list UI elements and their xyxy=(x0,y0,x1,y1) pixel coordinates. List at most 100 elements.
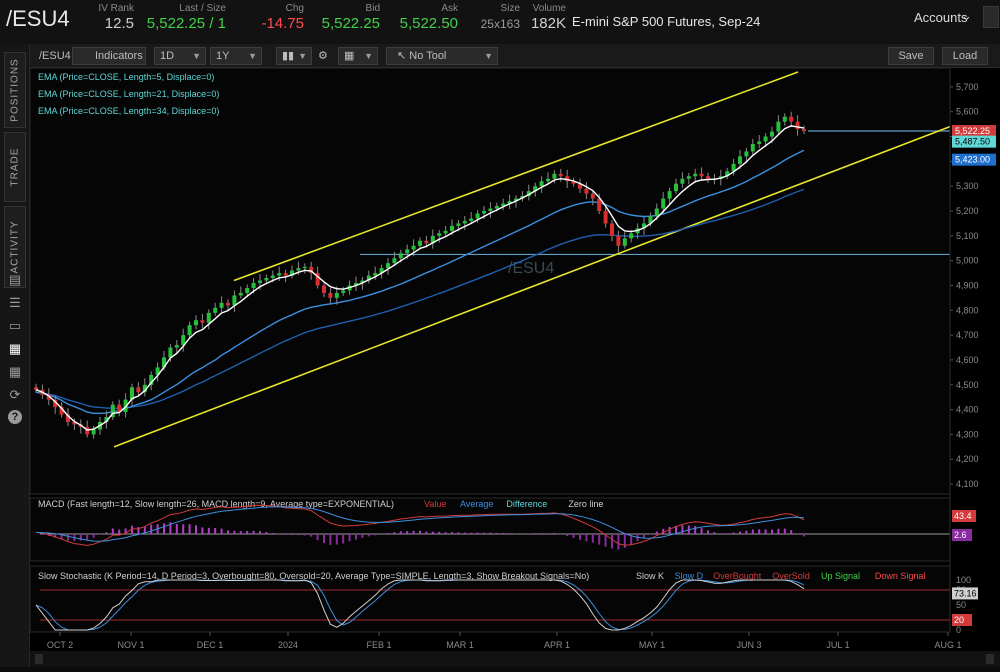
candle-body xyxy=(437,233,442,236)
gear-icon[interactable]: ⚙ xyxy=(316,47,330,65)
range-select[interactable]: 1Y ▼ xyxy=(210,47,262,65)
chart-icon[interactable]: ▦ xyxy=(8,341,22,356)
history-icon[interactable]: ⟳ xyxy=(9,387,21,402)
candle-body xyxy=(686,176,691,179)
candle-body xyxy=(110,404,115,418)
macd-legend-item: Zero line xyxy=(568,499,603,509)
candle-body xyxy=(680,178,685,184)
candle-body xyxy=(430,235,435,244)
ema5-line xyxy=(35,125,805,431)
stoch-legend-item: Slow D xyxy=(675,571,704,581)
candle-body xyxy=(795,121,800,130)
candle-body xyxy=(597,198,602,212)
candle-body xyxy=(725,171,730,177)
macd-value-line xyxy=(35,504,805,547)
scroll-right-arrow xyxy=(986,654,994,664)
ema-legend-label: EMA (Price=CLOSE, Length=21, Displace=0) xyxy=(38,89,219,99)
candle-body xyxy=(379,268,384,274)
timeframe-select[interactable]: 1D ▼ xyxy=(154,47,206,65)
stoch-legend-item: Up Signal xyxy=(821,571,860,581)
tab-activity[interactable]: ACTIVITY xyxy=(4,206,26,288)
studies-icon: ▦ xyxy=(344,50,355,62)
price-chart[interactable]: 4,100 4,200 4,300 4,400 4,500 4,600 4,700 4,800… xyxy=(29,67,1000,667)
stoch-axis-label: 0 xyxy=(956,625,961,635)
candle-body xyxy=(117,404,122,413)
load-button[interactable]: Load xyxy=(942,47,988,65)
candle-body xyxy=(731,163,736,172)
price-tag xyxy=(952,153,996,166)
candle-body xyxy=(590,193,595,199)
candle-body xyxy=(533,186,538,192)
tab-positions[interactable]: POSITIONS xyxy=(4,52,26,128)
candle-body xyxy=(181,335,186,346)
stat-value: 5,522.50 xyxy=(399,15,458,32)
x-tick-label: NOV 1 xyxy=(117,640,144,650)
stat-value: 182K xyxy=(530,15,566,32)
candle-body xyxy=(341,290,346,293)
save-button[interactable]: Save xyxy=(888,47,934,65)
candle-body xyxy=(418,240,422,246)
candle-body xyxy=(360,280,365,283)
stat-label: Size xyxy=(500,3,520,14)
chart-type-select[interactable]: ▮▮ ▼ xyxy=(276,47,312,65)
toolbar-spacer xyxy=(700,47,890,65)
indicators-button[interactable]: Indicators xyxy=(72,47,146,65)
candle-body xyxy=(424,240,429,244)
studies-select[interactable]: ▦ ▼ xyxy=(338,47,378,65)
candle-body xyxy=(405,249,410,254)
candle-body xyxy=(546,178,550,182)
list-icon[interactable]: ☰ xyxy=(9,295,21,310)
accounts-menu[interactable]: Accounts xyxy=(914,10,968,25)
chevron-down-icon[interactable]: ⌄ xyxy=(961,8,972,23)
stat-label: Ask xyxy=(441,3,458,14)
quote-header: /ESU4 IV Rank 12.5 Last / Size 5,522.25 … xyxy=(0,0,1000,44)
stoch-legend-item: OverSold xyxy=(772,571,810,581)
candle-body xyxy=(501,203,506,207)
candle-body xyxy=(789,116,794,122)
macd-tag-label: 43.4 xyxy=(954,511,972,521)
chart-symbol-label[interactable]: /ESU4 xyxy=(33,47,71,65)
candle-body xyxy=(456,223,461,226)
drawing-tool-select[interactable]: ↖ No Tool ▼ xyxy=(386,47,498,65)
price-tag-label: 5,423.00 xyxy=(955,155,990,165)
ema-legend-label: EMA (Price=CLOSE, Length=5, Displace=0) xyxy=(38,72,214,82)
stat-size: Size 25x163 xyxy=(470,3,520,31)
channel-trend-line xyxy=(233,71,799,282)
candle-body xyxy=(270,275,275,279)
chart-toolbar: /ESU4 Indicators 1D ▼ 1Y ▼ ▮▮ ▼ ⚙ ▦ ▼ ↖ No T… xyxy=(30,44,1000,68)
candle-body xyxy=(187,325,192,336)
scroll-left-arrow xyxy=(35,654,43,664)
ema21-line xyxy=(35,149,805,414)
candle-body xyxy=(693,173,698,177)
document-icon[interactable]: ▤ xyxy=(8,272,22,287)
accounts-panel-toggle[interactable] xyxy=(983,6,999,28)
candle-body xyxy=(162,357,166,368)
x-tick-label: AUG 1 xyxy=(934,640,961,650)
candle-body xyxy=(469,218,474,221)
candle-body xyxy=(654,208,659,216)
candle-body xyxy=(443,230,448,234)
stat-iv-rank: IV Rank 12.5 xyxy=(96,3,134,32)
candle-body xyxy=(488,208,493,212)
x-tick-label: JUN 3 xyxy=(736,640,761,650)
grid-icon[interactable]: ▦ xyxy=(8,364,22,379)
candle-body xyxy=(648,215,653,224)
macd-title: MACD (Fast length=12, Slow length=26, MA… xyxy=(38,499,394,509)
candle-body xyxy=(277,273,282,276)
candle-body xyxy=(610,223,614,236)
help-icon[interactable]: ? xyxy=(8,410,22,424)
candle-body xyxy=(309,266,314,274)
stat-label: Chg xyxy=(285,3,304,14)
candle-body xyxy=(290,270,294,276)
candle-body xyxy=(155,367,160,375)
symbol-title[interactable]: /ESU4 xyxy=(6,6,70,31)
candle-body xyxy=(206,312,211,323)
candle-body xyxy=(354,283,358,286)
y-tick-label: 4,300 xyxy=(956,429,979,439)
tv-icon[interactable]: ▭ xyxy=(8,318,22,333)
y-tick-label: 4,500 xyxy=(956,380,979,390)
y-tick-label: 4,200 xyxy=(956,454,979,464)
candle-body xyxy=(226,302,230,306)
chart-area[interactable]: 4,100 4,200 4,300 4,400 4,500 4,600 4,700 4,800… xyxy=(29,67,1000,667)
tab-trade[interactable]: TRADE xyxy=(4,132,26,202)
